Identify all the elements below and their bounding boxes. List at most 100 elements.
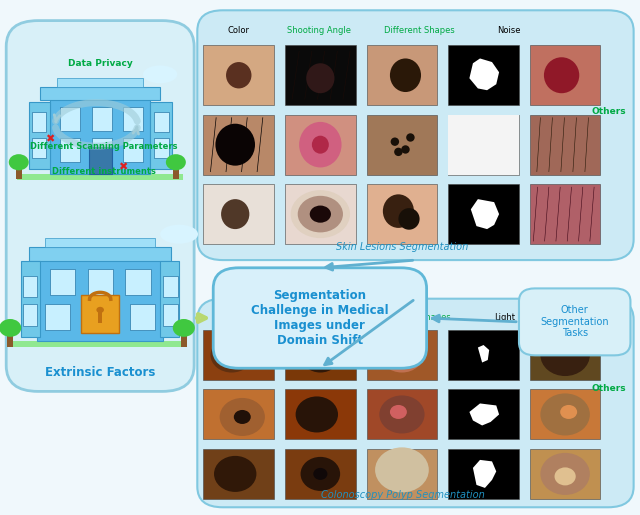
Circle shape: [298, 196, 343, 232]
Ellipse shape: [299, 122, 342, 167]
Bar: [50, 269, 75, 295]
Bar: [285, 45, 356, 105]
Circle shape: [97, 307, 104, 313]
Text: Different Scanning Parameters: Different Scanning Parameters: [30, 142, 178, 151]
Bar: [125, 269, 150, 295]
Bar: [29, 102, 50, 169]
Bar: [163, 304, 177, 325]
Ellipse shape: [234, 410, 251, 424]
Ellipse shape: [540, 453, 590, 495]
Bar: [367, 389, 437, 439]
Bar: [285, 184, 356, 244]
Ellipse shape: [214, 456, 257, 492]
Bar: [448, 115, 519, 175]
Bar: [130, 304, 156, 330]
Bar: [367, 449, 437, 499]
Ellipse shape: [380, 396, 424, 434]
Bar: [58, 78, 143, 87]
Ellipse shape: [221, 199, 250, 229]
Ellipse shape: [220, 398, 265, 436]
Text: Shooting Angle: Shooting Angle: [283, 313, 347, 322]
Ellipse shape: [160, 225, 198, 244]
Bar: [60, 107, 80, 131]
Ellipse shape: [544, 57, 579, 93]
Bar: [23, 304, 37, 325]
Text: Different Shapes: Different Shapes: [380, 313, 451, 322]
Bar: [530, 389, 600, 439]
Bar: [13, 341, 187, 347]
Bar: [530, 449, 600, 499]
Bar: [285, 389, 356, 439]
Bar: [123, 107, 143, 131]
Bar: [88, 269, 113, 295]
FancyBboxPatch shape: [519, 288, 630, 355]
Circle shape: [291, 190, 350, 238]
Circle shape: [166, 154, 186, 170]
Polygon shape: [478, 345, 489, 363]
Ellipse shape: [221, 346, 243, 364]
Ellipse shape: [375, 448, 429, 492]
Polygon shape: [471, 199, 499, 229]
Ellipse shape: [554, 468, 576, 486]
Bar: [17, 175, 183, 180]
Text: Light: Light: [495, 313, 515, 322]
Ellipse shape: [380, 333, 424, 372]
Bar: [92, 138, 111, 162]
Bar: [367, 330, 437, 380]
Ellipse shape: [301, 337, 340, 372]
Text: Extrinsic Factors: Extrinsic Factors: [45, 366, 156, 380]
Bar: [37, 252, 163, 341]
Bar: [285, 330, 356, 380]
Bar: [448, 389, 519, 439]
Bar: [530, 330, 600, 380]
Bar: [31, 112, 46, 132]
Bar: [448, 330, 519, 380]
Bar: [448, 45, 519, 105]
Bar: [204, 449, 274, 499]
Ellipse shape: [313, 468, 328, 480]
FancyBboxPatch shape: [197, 299, 634, 507]
Bar: [16, 168, 22, 179]
Text: Colonoscopy Polyp Segmentation: Colonoscopy Polyp Segmentation: [321, 490, 484, 500]
Bar: [204, 115, 274, 175]
Text: Different Shapes: Different Shapes: [385, 26, 455, 36]
Text: Shooting Angle: Shooting Angle: [287, 26, 351, 36]
Bar: [154, 138, 169, 158]
Bar: [367, 115, 437, 175]
Circle shape: [310, 205, 331, 222]
Bar: [173, 168, 179, 179]
Text: Skin Lesions Segmentation: Skin Lesions Segmentation: [336, 242, 468, 252]
Text: Segmentation
Challenge in Medical
Images under
Domain Shift: Segmentation Challenge in Medical Images…: [251, 289, 388, 347]
Polygon shape: [469, 403, 499, 425]
Bar: [60, 138, 80, 162]
Ellipse shape: [390, 405, 407, 419]
Text: Others: Others: [592, 107, 627, 116]
Bar: [31, 138, 46, 158]
Ellipse shape: [226, 62, 252, 89]
Ellipse shape: [401, 145, 410, 153]
Text: Color: Color: [228, 26, 250, 36]
Bar: [530, 115, 600, 175]
Ellipse shape: [394, 148, 403, 156]
Bar: [367, 184, 437, 244]
Text: ✖: ✖: [45, 134, 54, 144]
Text: Color: Color: [219, 313, 241, 322]
FancyBboxPatch shape: [197, 10, 634, 260]
Bar: [160, 262, 179, 337]
Text: Others: Others: [592, 384, 627, 393]
Ellipse shape: [301, 457, 340, 491]
FancyBboxPatch shape: [213, 268, 427, 368]
Bar: [98, 312, 102, 323]
Bar: [530, 45, 600, 105]
Bar: [448, 449, 519, 499]
Ellipse shape: [143, 65, 177, 83]
Bar: [89, 147, 111, 175]
Ellipse shape: [540, 393, 590, 436]
Bar: [81, 295, 119, 333]
Bar: [448, 115, 519, 175]
Text: Different instruments: Different instruments: [52, 167, 156, 176]
Bar: [285, 449, 356, 499]
Ellipse shape: [390, 138, 399, 146]
Circle shape: [9, 154, 29, 170]
Bar: [154, 112, 169, 132]
